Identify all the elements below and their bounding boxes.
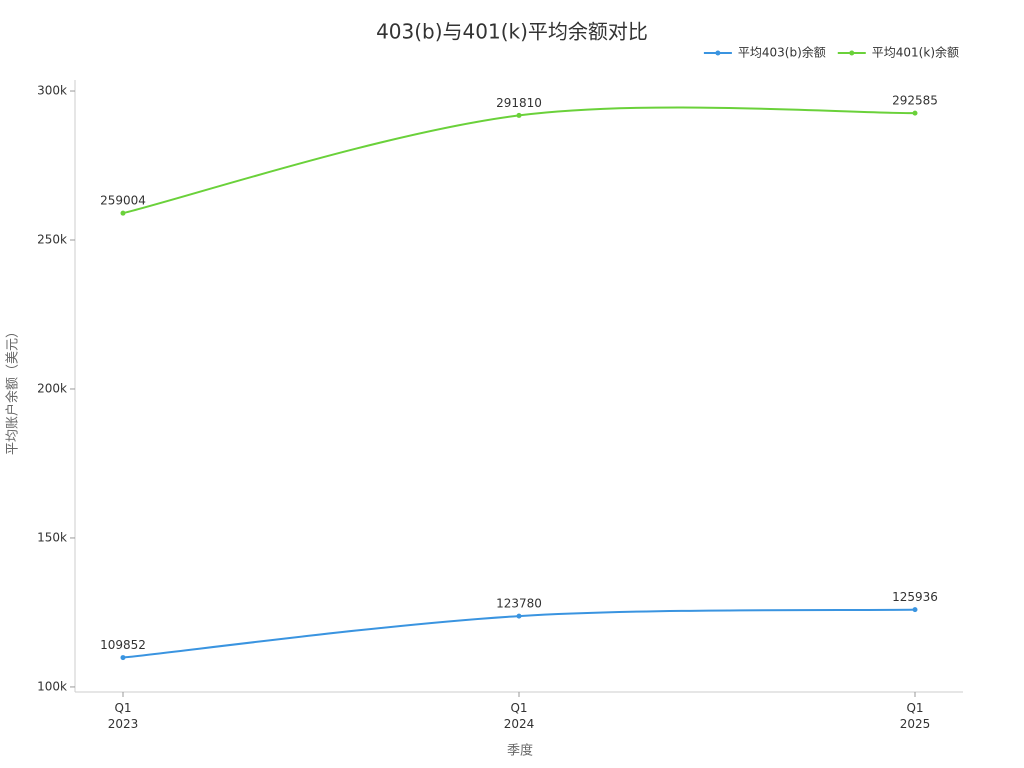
data-label: 123780 — [496, 597, 542, 611]
data-point — [912, 110, 918, 116]
data-point — [120, 655, 126, 661]
legend-label: 平均401(k)余额 — [872, 45, 959, 60]
data-label: 125936 — [892, 590, 938, 604]
y-tick-label: 300k — [37, 84, 67, 98]
y-tick-label: 150k — [37, 530, 67, 544]
x-tick-label: Q1 2023 — [107, 701, 139, 731]
x-tick-label: Q1 2024 — [503, 701, 535, 731]
data-point — [912, 607, 918, 613]
data-point — [516, 112, 522, 118]
chart-title: 403(b)与401(k)平均余额对比 — [376, 20, 648, 44]
data-label: 291810 — [496, 96, 542, 110]
y-tick-label: 200k — [37, 381, 67, 395]
x-tick-label: Q1 2025 — [899, 701, 931, 731]
legend-marker — [849, 50, 855, 56]
x-axis-title: 季度 — [507, 743, 533, 759]
legend-label: 平均403(b)余额 — [738, 45, 826, 60]
data-label: 259004 — [100, 194, 146, 208]
y-axis-title: 平均账户余额（美元） — [5, 325, 21, 455]
data-label: 109852 — [100, 638, 146, 652]
data-point — [120, 210, 126, 216]
data-point — [516, 613, 522, 619]
data-label: 292585 — [892, 94, 938, 108]
y-tick-label: 100k — [37, 679, 67, 693]
y-tick-label: 250k — [37, 233, 67, 247]
series-line — [122, 106, 916, 215]
legend-marker — [715, 50, 721, 56]
